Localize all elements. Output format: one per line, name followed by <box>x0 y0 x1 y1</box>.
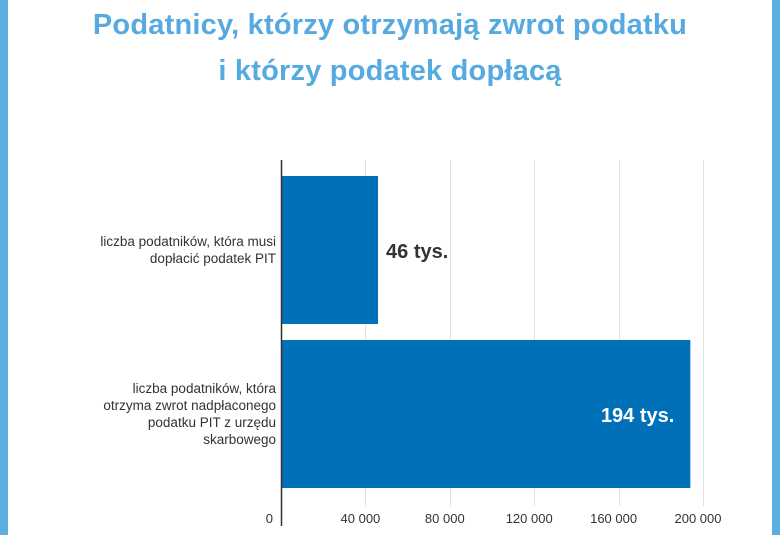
category-label-line: skarbowego <box>203 432 276 447</box>
category-label-line: otrzyma zwrot nadpłaconego <box>103 398 276 413</box>
left-accent-border <box>0 0 8 535</box>
category-label-line: liczba podatników, która musi <box>100 234 276 249</box>
bar-data-label: 194 tys. <box>601 405 674 427</box>
chart-title-line-1: Podatnicy, którzy otrzymają zwrot podatk… <box>92 9 688 41</box>
category-label: liczba podatników, która otrzyma zwrot na… <box>46 380 276 448</box>
x-tick-label: 40 000 <box>341 511 381 526</box>
right-accent-border <box>772 0 780 535</box>
x-tick-label: 0 <box>266 511 273 526</box>
x-tick-label: 200 000 <box>675 511 722 526</box>
x-tick-label: 80 000 <box>425 511 465 526</box>
category-label-line: dopłacić podatek PIT <box>149 251 276 266</box>
category-label: liczba podatników, która musi dopłacić po… <box>46 233 276 267</box>
bar <box>281 340 691 488</box>
chart-title-line-2: i którzy podatek dopłacą <box>218 55 562 87</box>
category-label-line: liczba podatników, która <box>132 381 276 396</box>
bar <box>281 176 379 324</box>
chart-title: Podatnicy, którzy otrzymają zwrot podatk… <box>30 2 750 94</box>
bar-data-label: 46 tys. <box>386 241 448 263</box>
category-label-line: podatku PIT z urzędu <box>147 415 276 430</box>
x-tick-label: 160 000 <box>590 511 637 526</box>
x-tick-label: 120 000 <box>506 511 553 526</box>
